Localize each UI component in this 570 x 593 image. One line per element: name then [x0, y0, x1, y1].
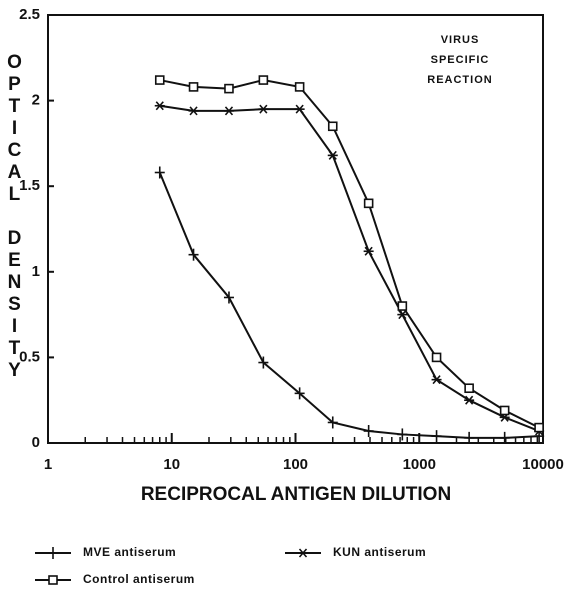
point-marker	[397, 301, 408, 311]
legend-marker	[48, 575, 58, 585]
point-marker	[154, 75, 165, 85]
annotation: SPECIFIC	[431, 54, 490, 66]
x-tick-label: 100	[283, 456, 308, 473]
point-marker	[464, 395, 475, 405]
y-axis-label: OPTICAL DENSITY	[4, 52, 25, 382]
y-tick-label: 1.5	[19, 177, 40, 194]
y-tick-label: 1	[32, 263, 40, 280]
x-tick-label: 10	[163, 456, 180, 473]
point-marker	[363, 425, 374, 438]
point-marker	[188, 248, 199, 261]
x-axis-label: RECIPROCAL ANTIGEN DILUTION	[141, 484, 451, 505]
point-marker	[188, 106, 199, 116]
annotation: REACTION	[427, 74, 492, 86]
point-marker	[258, 356, 269, 369]
point-marker	[154, 166, 165, 179]
point-marker	[431, 430, 442, 443]
point-marker	[258, 75, 269, 85]
point-marker	[223, 106, 234, 116]
legend-label: KUN antiserum	[333, 545, 426, 559]
point-marker	[363, 246, 374, 256]
legend-label: MVE antiserum	[83, 545, 176, 559]
point-marker	[534, 422, 544, 433]
annotation: VIRUS	[441, 34, 480, 46]
point-marker	[188, 82, 199, 92]
point-marker	[464, 383, 474, 394]
point-marker	[223, 291, 234, 304]
point-marker	[294, 104, 305, 114]
series-line	[159, 104, 540, 432]
point-marker	[294, 82, 305, 92]
x-tick-label: 1000	[403, 456, 436, 473]
legend-label: Control antiserum	[83, 572, 195, 586]
point-marker	[431, 352, 442, 363]
legend-marker	[48, 547, 58, 559]
point-marker	[499, 431, 510, 444]
point-marker	[327, 121, 338, 132]
y-tick-label: 0.5	[19, 348, 40, 365]
point-marker	[431, 375, 442, 385]
point-marker	[397, 310, 408, 320]
series-line	[158, 172, 540, 439]
point-marker	[464, 431, 475, 444]
legend-marker	[298, 548, 308, 558]
point-marker	[294, 387, 305, 400]
point-marker	[363, 198, 374, 209]
point-marker	[397, 428, 408, 441]
point-marker	[327, 416, 338, 429]
point-marker	[327, 150, 338, 160]
y-tick-label: 2	[32, 92, 40, 109]
point-marker	[258, 104, 269, 114]
point-marker	[154, 101, 165, 111]
x-tick-label: 10000	[522, 456, 564, 473]
y-tick-label: 0	[32, 434, 40, 451]
x-tick-label: 1	[44, 456, 52, 473]
point-marker	[499, 405, 510, 416]
series-line	[159, 79, 540, 429]
y-tick-label: 2.5	[19, 6, 40, 23]
point-marker	[224, 83, 234, 94]
